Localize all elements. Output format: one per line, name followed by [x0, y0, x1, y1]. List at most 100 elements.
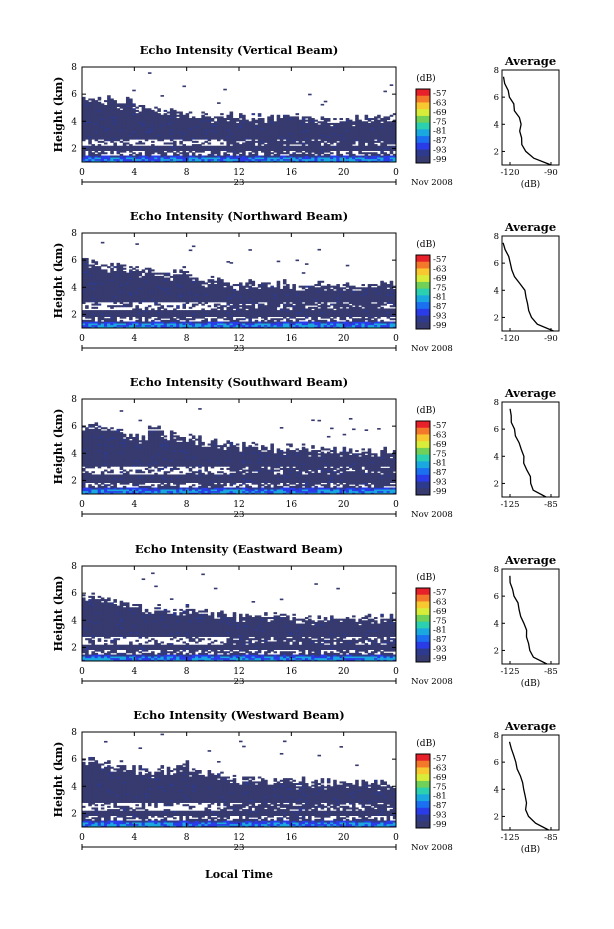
heatmap-cell [129, 282, 133, 285]
heatmap-cell [125, 139, 130, 142]
heatmap-cell [182, 313, 187, 316]
heatmap-cell [323, 297, 328, 300]
heatmap-cell [279, 140, 284, 143]
heatmap-cell [113, 284, 117, 287]
colorbar-segment [416, 136, 430, 144]
heatmap-cell [355, 132, 359, 135]
heatmap-cell [129, 316, 133, 319]
heatmap-cell [308, 301, 312, 304]
heatmap-cell [163, 122, 168, 125]
heatmap-cell [122, 121, 127, 124]
heatmap-cell [270, 118, 274, 121]
heatmap-cell [333, 158, 337, 161]
heatmap-cell [110, 292, 114, 295]
heatmap-cell [333, 290, 337, 293]
heatmap-cell [326, 310, 331, 313]
heatmap-cell [304, 298, 309, 301]
heatmap-cell [217, 277, 221, 280]
heatmap-cell [374, 131, 378, 134]
heatmap-cell [333, 122, 337, 125]
heatmap-cell [125, 100, 130, 103]
heatmap-cell [154, 145, 158, 148]
heatmap-cell [147, 297, 152, 300]
heatmap-cell [125, 323, 130, 326]
heatmap-cell [292, 126, 296, 129]
heatmap-cell [220, 280, 224, 283]
heatmap-cell [135, 142, 139, 145]
heatmap-cell [176, 321, 180, 324]
heatmap-cell [229, 132, 234, 135]
heatmap-cell [295, 129, 300, 132]
heatmap-cell [191, 324, 196, 327]
heatmap-cell [157, 310, 161, 313]
heatmap-cell [239, 301, 243, 304]
heatmap-cell [286, 293, 290, 296]
heatmap-cell [94, 106, 99, 109]
heatmap-cell [282, 135, 287, 138]
heatmap-cell [88, 310, 92, 313]
heatmap-cell [103, 122, 108, 125]
heatmap-cell [188, 284, 193, 287]
heatmap-cell [295, 297, 300, 300]
heatmap-cell [326, 308, 331, 311]
heatmap-cell [82, 279, 86, 282]
heatmap-cell [125, 300, 130, 303]
heatmap-cell [88, 274, 92, 277]
heatmap-cell [377, 114, 381, 117]
heatmap-cell [308, 127, 312, 130]
heatmap-cell [173, 297, 177, 300]
heatmap-cell [326, 148, 331, 151]
heatmap-cell [226, 160, 230, 163]
heatmap-cell [320, 300, 325, 303]
heatmap-cell [195, 285, 199, 288]
heatmap-cell [273, 310, 278, 313]
heatmap-cell [91, 269, 95, 272]
heatmap-cell [201, 290, 205, 293]
heatmap-cell [129, 147, 133, 150]
heatmap-cell [116, 266, 121, 269]
heatmap-cell [135, 158, 139, 161]
heatmap-cell [169, 108, 174, 111]
heatmap-cell [317, 301, 322, 304]
heatmap-cell [100, 287, 105, 290]
heatmap-cell [141, 135, 146, 138]
heatmap-cell [103, 124, 108, 127]
heatmap-cell [129, 134, 133, 137]
heatmap-cell [301, 306, 306, 309]
heatmap-cell [308, 160, 312, 163]
heatmap-cell [308, 319, 312, 322]
heatmap-cell [251, 280, 256, 283]
heatmap-cell [213, 155, 218, 158]
heatmap-cell [182, 118, 187, 121]
colorbar-frame [415, 88, 431, 164]
heatmap-cell [377, 124, 381, 127]
heatmap-cell [154, 287, 158, 290]
heatmap-cell [182, 134, 187, 137]
heatmap-cell [91, 108, 95, 111]
heatmap-cell [289, 319, 293, 322]
heatmap-cell [348, 144, 353, 147]
heatmap-cell [330, 152, 334, 155]
heatmap-cell [326, 118, 331, 121]
heatmap-cell [223, 323, 227, 326]
heatmap-cell [191, 318, 196, 321]
heatmap-cell [270, 305, 274, 308]
heatmap-cell [267, 124, 271, 127]
heatmap-cell [267, 148, 271, 151]
heatmap-cell [301, 290, 306, 293]
heatmap-cell [166, 121, 171, 124]
heatmap-cell [160, 118, 165, 121]
heatmap-cell [311, 124, 315, 127]
heatmap-cell [166, 132, 171, 135]
heatmap-cell [176, 306, 180, 309]
heatmap-cell [160, 311, 165, 314]
heatmap-cell [113, 310, 117, 313]
heatmap-cell [251, 147, 256, 150]
heatmap-cell [226, 127, 230, 130]
heatmap-cell [169, 311, 174, 314]
heatmap-cell [314, 135, 318, 138]
heatmap-cell [132, 288, 136, 291]
heatmap-cell [179, 129, 183, 132]
heatmap-cell [91, 285, 95, 288]
heatmap-cell [166, 310, 171, 313]
